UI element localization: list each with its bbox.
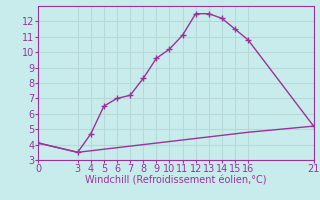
X-axis label: Windchill (Refroidissement éolien,°C): Windchill (Refroidissement éolien,°C) (85, 176, 267, 186)
